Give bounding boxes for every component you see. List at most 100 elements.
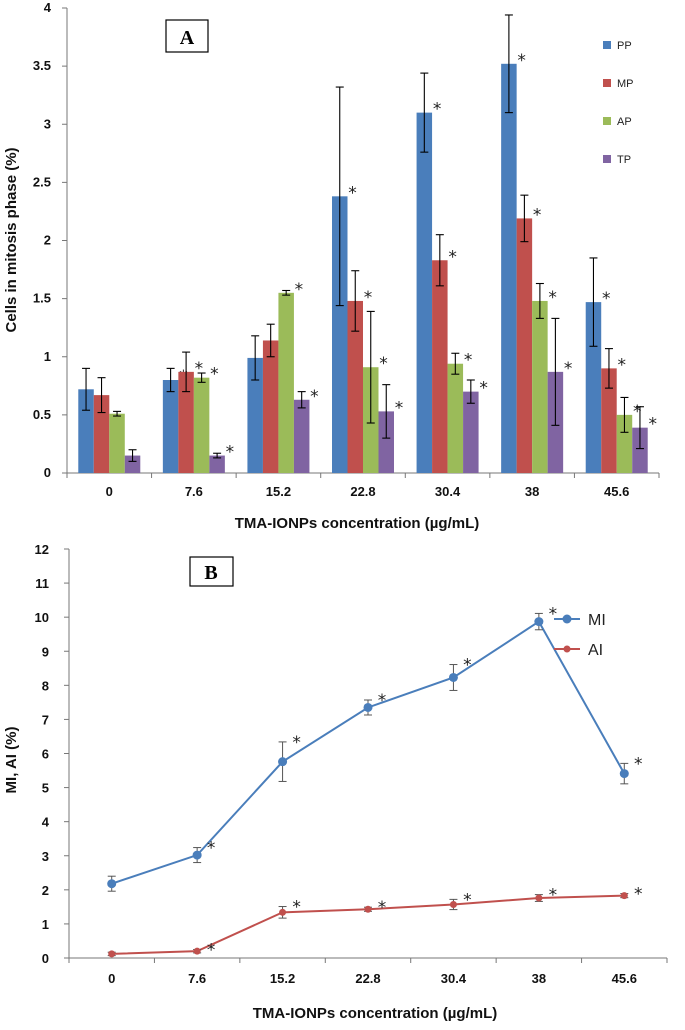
bar-pp <box>247 357 263 473</box>
chart-a-y-tick-label: 1.5 <box>33 291 51 306</box>
legend-label-mp: MP <box>617 78 634 90</box>
bar-tp <box>378 411 394 473</box>
panel-a-label: A <box>180 27 195 49</box>
significance-marker: * <box>463 656 472 676</box>
chart-a-x-tick-label: 38 <box>525 484 539 499</box>
bar-mp <box>516 218 533 473</box>
series-line-ai <box>111 894 625 955</box>
chart-b-y-tick-label: 9 <box>42 644 49 659</box>
significance-marker: * <box>292 733 301 753</box>
bar-mp <box>93 395 110 473</box>
significance-marker: * <box>348 183 357 203</box>
chart-a-x-tick-label: 0 <box>106 484 113 499</box>
chart-b-y-tick-label: 4 <box>42 815 50 830</box>
chart-a-y-axis-title: Cells in mitosis phase (%) <box>3 147 20 332</box>
legend-label-ai: AI <box>588 642 603 659</box>
bar-ap <box>193 377 210 473</box>
bar-mp <box>601 368 617 473</box>
panel-b-label-box <box>189 556 234 587</box>
significance-marker: * <box>648 415 657 435</box>
significance-marker: * <box>517 51 526 71</box>
data-point-mi <box>278 757 288 767</box>
chart-b-x-tick-label: 15.2 <box>270 971 295 986</box>
significance-marker: * <box>226 443 235 463</box>
chart-b-x-tick-label: 0 <box>108 971 115 986</box>
chart-b-y-tick-label: 1 <box>42 917 49 932</box>
panel-a-label-box <box>165 19 209 53</box>
chart-b: B MI, AI (%) TMA-IONPs concentration (µg… <box>3 542 668 1022</box>
legend-label-ap: AP <box>617 116 632 128</box>
significance-marker: * <box>448 247 457 267</box>
significance-marker: * <box>364 288 373 308</box>
data-point-ai <box>364 905 372 913</box>
chart-b-y-tick-label: 0 <box>42 951 49 966</box>
panel-b-label: B <box>204 562 217 584</box>
significance-marker: * <box>634 754 643 774</box>
chart-b-y-tick-label: 3 <box>42 849 49 864</box>
bar-tp <box>209 455 225 473</box>
bar-pp <box>332 196 348 473</box>
data-point-ai <box>108 950 116 958</box>
bar-mp <box>178 371 194 473</box>
legend-swatch-tp <box>603 155 611 163</box>
bar-pp <box>416 112 433 473</box>
bar-mp <box>347 300 363 473</box>
legend-marker-ai <box>563 645 571 653</box>
bar-tp <box>632 427 648 473</box>
bar-ap <box>278 292 294 473</box>
bar-ap <box>109 413 125 473</box>
significance-marker: * <box>295 280 304 300</box>
significance-marker: * <box>207 940 216 960</box>
chart-b-x-axis-title: TMA-IONPs concentration (µg/mL) <box>253 1005 497 1022</box>
legend-marker-mi <box>562 614 572 624</box>
bar-ap <box>532 300 548 473</box>
chart-b-x-tick-label: 38 <box>532 971 546 986</box>
chart-a-y-tick-label: 3 <box>44 116 51 131</box>
significance-marker: * <box>617 355 626 375</box>
significance-marker: * <box>378 898 387 918</box>
chart-a-y-tick-label: 4 <box>44 0 52 15</box>
chart-a-x-tick-label: 45.6 <box>604 484 629 499</box>
data-point-ai <box>535 894 543 902</box>
legend-label-pp: PP <box>617 40 632 52</box>
significance-marker: * <box>633 402 642 422</box>
bar-pp <box>501 63 517 474</box>
chart-a-y-tick-label: 0.5 <box>33 407 51 422</box>
significance-marker: * <box>433 100 442 120</box>
significance-marker: * <box>207 839 216 859</box>
data-point-ai <box>193 947 201 955</box>
legend-swatch-pp <box>603 41 611 49</box>
bar-ap <box>447 363 464 473</box>
chart-b-y-tick-label: 5 <box>42 781 49 796</box>
series-line-mi <box>111 620 626 885</box>
bar-tp <box>293 399 310 473</box>
chart-b-y-tick-label: 7 <box>42 712 49 727</box>
chart-b-y-tick-label: 12 <box>35 542 49 557</box>
legend-label-tp: TP <box>617 154 631 166</box>
chart-b-y-tick-label: 10 <box>35 610 49 625</box>
significance-marker: * <box>479 379 488 399</box>
significance-marker: * <box>195 359 204 379</box>
chart-b-y-tick-label: 8 <box>42 678 49 693</box>
chart-a: A Cells in mitosis phase (%) TMA-IONPs c… <box>3 0 660 532</box>
chart-a-x-tick-label: 30.4 <box>435 484 461 499</box>
significance-marker: * <box>378 691 387 711</box>
chart-a-y-tick-label: 1 <box>44 349 51 364</box>
bar-tp <box>463 391 479 473</box>
chart-a-y-tick-label: 3.5 <box>33 58 51 73</box>
chart-a-y-tick-label: 2 <box>44 233 51 248</box>
legend-swatch-ap <box>603 117 611 125</box>
bar-ap <box>616 414 633 473</box>
chart-a-x-tick-label: 7.6 <box>185 484 203 499</box>
significance-marker: * <box>463 890 472 910</box>
data-point-mi <box>448 672 458 682</box>
data-point-ai <box>449 900 457 908</box>
significance-marker: * <box>549 604 558 624</box>
data-point-mi <box>534 617 544 627</box>
legend-swatch-mp <box>603 79 611 87</box>
significance-marker: * <box>533 205 542 225</box>
significance-marker: * <box>548 288 557 308</box>
chart-b-x-tick-label: 22.8 <box>355 971 380 986</box>
data-point-mi <box>619 769 629 779</box>
